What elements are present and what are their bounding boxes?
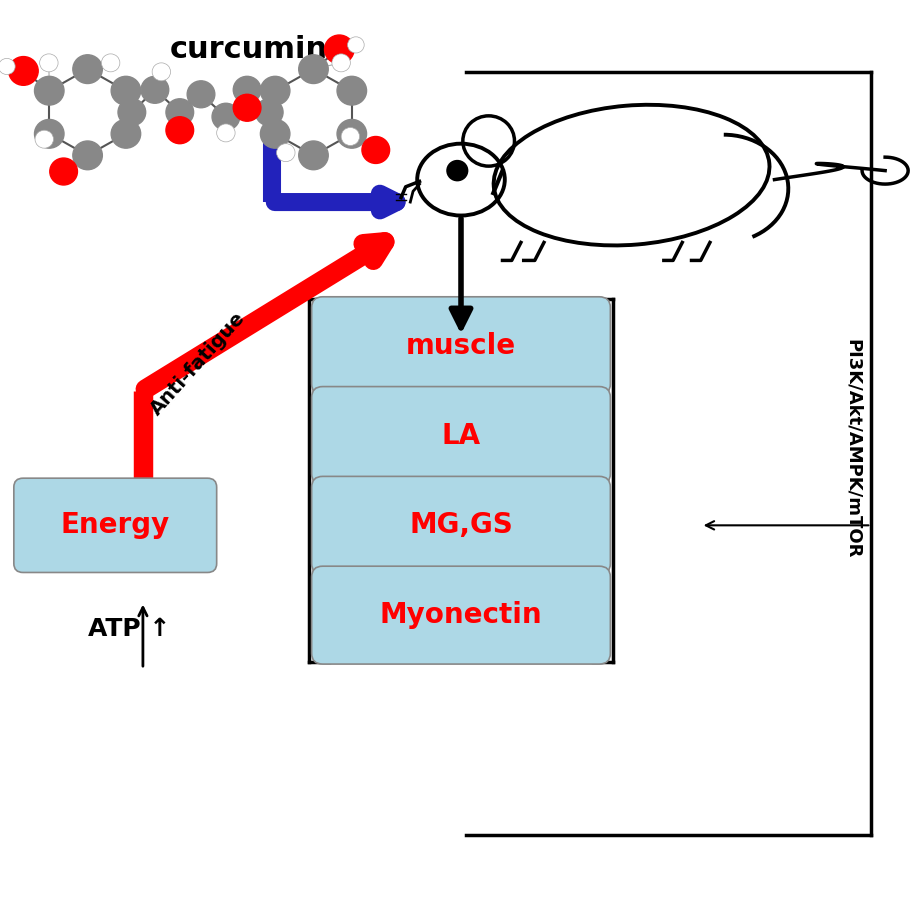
Text: muscle: muscle	[406, 331, 516, 360]
Circle shape	[337, 76, 367, 105]
Text: ATP ↑: ATP ↑	[88, 617, 171, 640]
Circle shape	[50, 158, 77, 185]
Circle shape	[0, 58, 15, 75]
Circle shape	[325, 35, 354, 64]
Circle shape	[233, 94, 261, 121]
Circle shape	[187, 81, 215, 108]
Circle shape	[348, 37, 364, 53]
Text: PI3K/Akt/AMPK/mTOR: PI3K/Akt/AMPK/mTOR	[844, 339, 862, 559]
Circle shape	[362, 136, 390, 163]
Circle shape	[299, 55, 328, 84]
Circle shape	[446, 160, 468, 181]
FancyBboxPatch shape	[312, 566, 610, 665]
Circle shape	[255, 99, 283, 126]
FancyBboxPatch shape	[312, 296, 610, 395]
Text: Energy: Energy	[61, 511, 170, 540]
Circle shape	[217, 124, 235, 142]
Text: MG,GS: MG,GS	[409, 511, 513, 540]
Circle shape	[260, 119, 290, 148]
Circle shape	[212, 103, 240, 130]
Text: LA: LA	[442, 421, 480, 450]
FancyBboxPatch shape	[312, 476, 610, 575]
Circle shape	[112, 76, 141, 105]
Circle shape	[277, 144, 295, 162]
Circle shape	[8, 57, 38, 85]
FancyBboxPatch shape	[14, 478, 217, 573]
Circle shape	[299, 141, 328, 170]
Circle shape	[332, 54, 350, 72]
Circle shape	[112, 119, 141, 148]
Circle shape	[341, 128, 360, 145]
Text: Myonectin: Myonectin	[380, 601, 542, 629]
Circle shape	[73, 55, 102, 84]
Circle shape	[337, 119, 367, 148]
Circle shape	[40, 54, 58, 72]
FancyBboxPatch shape	[312, 386, 610, 485]
Circle shape	[152, 63, 171, 81]
Text: Anti-fatigue: Anti-fatigue	[148, 308, 249, 419]
Circle shape	[166, 117, 194, 144]
Circle shape	[141, 76, 169, 103]
Circle shape	[260, 76, 290, 105]
Circle shape	[34, 76, 64, 105]
Circle shape	[166, 99, 194, 126]
Text: curcumin: curcumin	[170, 35, 328, 64]
Circle shape	[73, 141, 102, 170]
Circle shape	[34, 119, 64, 148]
Circle shape	[101, 54, 120, 72]
Circle shape	[118, 99, 146, 126]
Circle shape	[233, 76, 261, 103]
Circle shape	[35, 130, 53, 148]
